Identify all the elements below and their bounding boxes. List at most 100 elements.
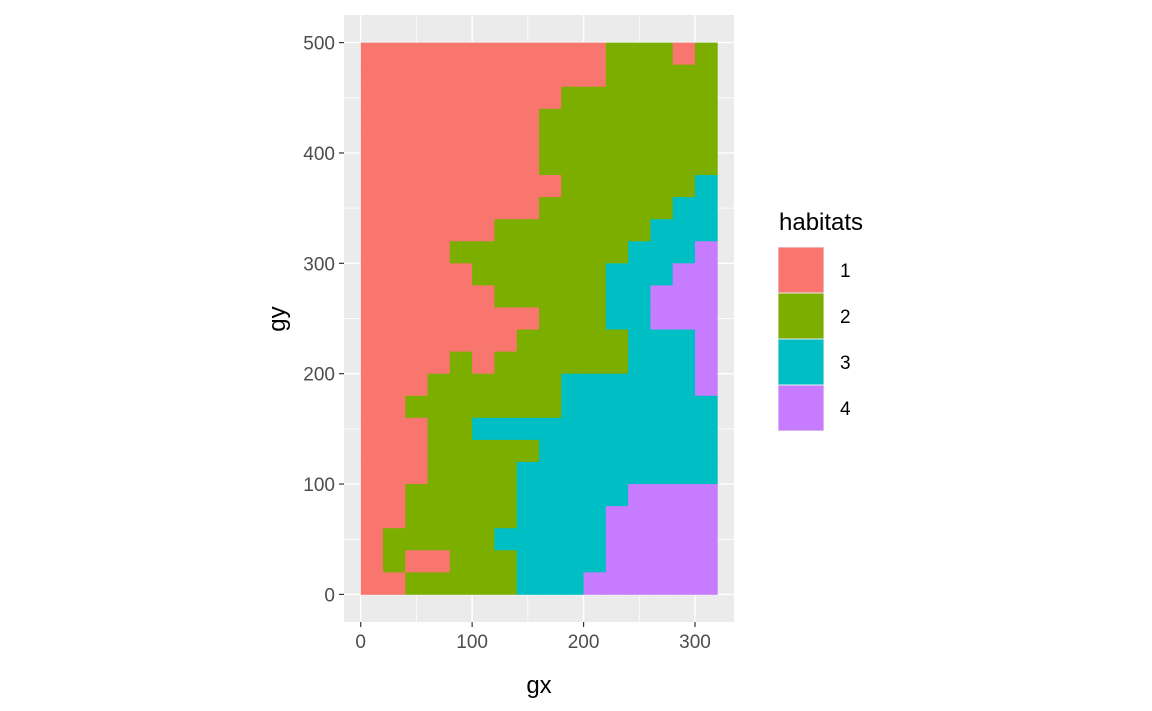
habitat-cell-2: [427, 528, 451, 551]
habitat-cell-2: [561, 351, 584, 375]
habitat-cell-3: [583, 528, 607, 551]
habitat-cell-2: [472, 373, 495, 397]
habitat-cell-2: [405, 506, 428, 529]
habitat-cell-3: [494, 528, 518, 551]
habitat-cell-2: [472, 484, 495, 507]
habitat-cell-3: [672, 373, 696, 397]
habitat-cell-2: [449, 351, 473, 375]
habitat-cell-1: [360, 461, 384, 485]
habitat-cell-2: [561, 86, 584, 110]
habitat-cell-4: [650, 307, 674, 330]
habitat-cell-2: [695, 130, 718, 154]
habitat-cell-1: [427, 130, 451, 154]
habitat-cell-3: [605, 373, 629, 397]
habitat-cell-2: [494, 351, 518, 375]
habitat-cell-1: [383, 219, 406, 242]
habitat-cell-1: [427, 285, 451, 308]
habitat-cell-1: [472, 108, 495, 132]
habitat-cell-1: [383, 351, 406, 375]
habitat-cell-1: [383, 241, 406, 264]
habitat-cell-1: [472, 197, 495, 220]
habitat-cell-1: [360, 351, 384, 375]
habitat-cell-3: [539, 506, 562, 529]
habitat-cell-2: [628, 197, 651, 220]
habitat-cell-2: [539, 307, 562, 330]
habitat-cell-1: [405, 175, 428, 198]
habitat-cell-1: [405, 42, 428, 66]
habitat-cell-3: [583, 439, 607, 463]
habitat-cell-3: [605, 484, 629, 507]
habitat-cell-3: [516, 484, 540, 507]
habitat-cell-1: [472, 307, 495, 330]
habitat-cell-1: [360, 329, 384, 353]
habitat-cell-1: [405, 351, 428, 375]
habitat-cell-1: [583, 64, 607, 88]
habitat-cell-1: [360, 395, 384, 419]
habitat-cell-4: [672, 572, 696, 595]
habitat-cell-4: [695, 373, 718, 397]
legend-swatch-1: [778, 247, 824, 293]
habitat-cell-3: [672, 219, 696, 242]
habitat-cell-2: [449, 484, 473, 507]
habitat-cell-1: [449, 130, 473, 154]
habitat-cell-3: [650, 417, 674, 441]
habitat-cell-1: [449, 86, 473, 110]
habitat-cell-3: [695, 417, 718, 441]
habitat-cell-3: [539, 572, 562, 595]
habitat-cells: [360, 42, 718, 595]
habitat-cell-4: [672, 506, 696, 529]
habitat-cell-2: [605, 130, 629, 154]
habitat-cell-2: [628, 130, 651, 154]
habitat-cell-2: [650, 108, 674, 132]
habitat-cell-1: [494, 197, 518, 220]
habitat-cell-1: [383, 86, 406, 110]
habitat-cell-1: [383, 395, 406, 419]
habitat-cell-1: [405, 417, 428, 441]
habitat-cell-1: [494, 64, 518, 88]
habitat-cell-1: [472, 175, 495, 198]
habitat-cell-2: [583, 219, 607, 242]
habitat-cell-2: [539, 108, 562, 132]
habitat-cell-2: [539, 219, 562, 242]
habitat-cell-2: [628, 175, 651, 198]
habitat-cell-1: [360, 439, 384, 463]
habitat-cell-1: [427, 175, 451, 198]
habitat-cell-1: [472, 86, 495, 110]
habitat-cell-2: [561, 219, 584, 242]
habitat-cell-2: [427, 461, 451, 485]
habitat-cell-3: [583, 461, 607, 485]
y-tick-label: 500: [303, 34, 335, 55]
habitat-cell-2: [605, 351, 629, 375]
habitat-cell-2: [583, 86, 607, 110]
y-tick-label: 200: [303, 365, 335, 386]
habitat-cell-2: [561, 285, 584, 308]
habitat-cell-2: [539, 130, 562, 154]
habitat-cell-1: [427, 108, 451, 132]
habitat-cell-2: [539, 351, 562, 375]
y-tick-label: 100: [303, 475, 335, 496]
habitat-cell-1: [539, 175, 562, 198]
habitat-cell-1: [405, 152, 428, 176]
habitat-cell-2: [605, 197, 629, 220]
habitat-cell-2: [516, 373, 540, 397]
x-tick-label: 300: [679, 632, 711, 653]
x-axis: 0 100 200 300: [355, 622, 711, 653]
habitat-cell-1: [360, 528, 384, 551]
habitat-cell-3: [516, 572, 540, 595]
habitat-cell-2: [583, 108, 607, 132]
habitat-cell-2: [539, 241, 562, 264]
habitat-cell-1: [427, 307, 451, 330]
habitat-cell-3: [672, 439, 696, 463]
habitat-cell-3: [628, 417, 651, 441]
habitat-cell-2: [628, 219, 651, 242]
habitat-cell-4: [628, 528, 651, 551]
habitat-cell-1: [405, 550, 428, 573]
habitat-cell-2: [628, 108, 651, 132]
legend-label-4: 4: [840, 399, 851, 420]
habitat-cell-2: [427, 572, 451, 595]
habitat-cell-1: [427, 329, 451, 353]
habitat-cell-2: [427, 439, 451, 463]
habitat-cell-4: [650, 506, 674, 529]
habitat-cell-2: [427, 484, 451, 507]
